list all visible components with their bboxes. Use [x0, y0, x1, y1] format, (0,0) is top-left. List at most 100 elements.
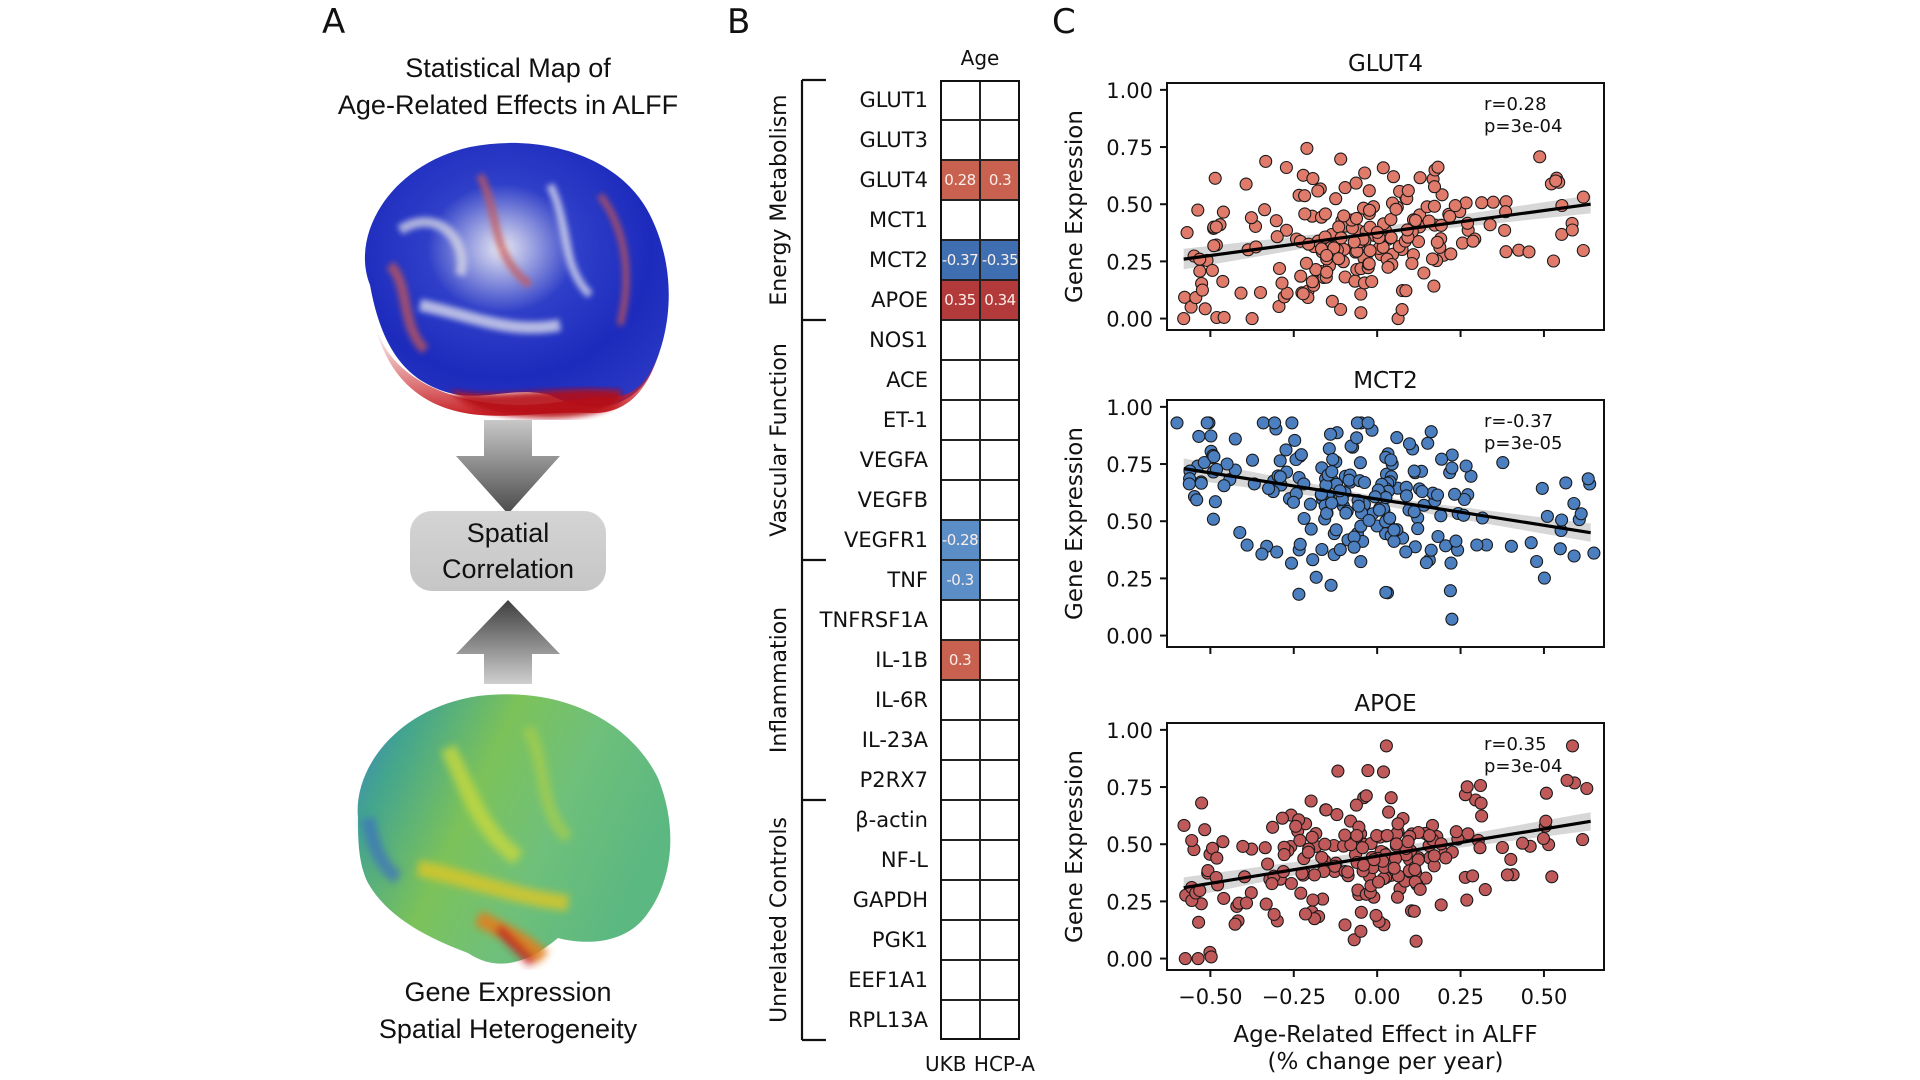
data-point	[1349, 176, 1363, 190]
x-tick-label: 0.25	[1437, 985, 1484, 1009]
heatmap-cell	[940, 360, 980, 400]
spatial-correlation-box: Spatial Correlation	[410, 511, 606, 591]
data-point	[1574, 507, 1588, 521]
group-label: Inflammation	[767, 607, 792, 753]
heatmap-cell	[980, 1000, 1020, 1040]
heatmap-cell	[980, 640, 1020, 680]
statistical-map-brain-image	[364, 142, 669, 419]
data-point	[1304, 522, 1318, 536]
data-point	[1261, 857, 1275, 871]
data-point	[1298, 907, 1313, 921]
data-point	[1300, 141, 1314, 155]
gene-expression-brain-image	[357, 694, 671, 967]
heatmap-cell	[980, 920, 1020, 960]
data-point	[1533, 150, 1547, 164]
data-point	[1284, 556, 1299, 570]
heatmap-cell: -0.37	[940, 240, 980, 280]
data-point	[1495, 840, 1509, 855]
data-point	[1401, 184, 1415, 198]
heatmap-row-label: NF-L	[880, 848, 928, 872]
data-point	[1413, 171, 1427, 185]
data-point	[1427, 849, 1441, 863]
data-point	[1332, 252, 1346, 266]
data-point	[1337, 209, 1351, 223]
data-point	[1255, 547, 1269, 561]
data-point	[1421, 436, 1435, 450]
data-point	[1182, 477, 1196, 491]
data-point	[1354, 287, 1368, 301]
data-point	[1537, 571, 1551, 585]
y-tick-label: 0.25	[1106, 890, 1153, 914]
data-point	[1387, 534, 1401, 548]
heatmap-cell	[940, 720, 980, 760]
data-point	[1270, 545, 1284, 559]
data-point	[1549, 174, 1563, 188]
data-point	[1391, 817, 1405, 831]
data-point	[1395, 303, 1409, 317]
data-point	[1434, 898, 1448, 912]
heatmap-row-label: PGK1	[871, 928, 928, 952]
data-point	[1376, 161, 1390, 175]
panel-a-subtitle-line1: Gene Expression	[404, 977, 612, 1007]
x-axis-label-units: (% change per year)	[1268, 1049, 1504, 1075]
data-point	[1273, 470, 1287, 484]
data-point	[1384, 791, 1398, 805]
heatmap-cell	[980, 680, 1020, 720]
spatial-correlation-line2: Correlation	[441, 554, 575, 584]
heatmap-row-label: ACE	[886, 368, 928, 392]
data-point	[1409, 934, 1423, 948]
column-label-hcpa: HCP-A	[973, 1052, 1035, 1076]
data-point	[1535, 481, 1549, 495]
data-point	[1185, 833, 1199, 848]
heatmap-cell	[940, 920, 980, 960]
panel-a-subtitle: Gene Expression Spatial Heterogeneity	[298, 974, 718, 1048]
data-point	[1399, 284, 1413, 298]
data-point	[1475, 196, 1489, 210]
heatmap-row-label: IL-6R	[874, 688, 928, 712]
heatmap-cell-value: -0.28	[941, 531, 979, 549]
panel-a-title: Statistical Map of Age-Related Effects i…	[298, 50, 718, 124]
y-tick-label: 0.00	[1106, 948, 1153, 972]
group-label: Energy Metabolism	[767, 94, 792, 305]
heatmap-cell	[980, 320, 1020, 360]
data-point	[1289, 819, 1303, 833]
data-point	[1443, 584, 1457, 598]
data-point	[1259, 154, 1273, 168]
data-point	[1303, 497, 1317, 511]
heatmap-row-label: P2RX7	[859, 768, 928, 792]
data-point	[1376, 765, 1391, 779]
data-point	[1349, 798, 1363, 812]
data-point	[1470, 538, 1484, 552]
data-point	[1245, 453, 1260, 467]
data-point	[1286, 495, 1301, 509]
stats-annotation: p=3e-04	[1484, 756, 1562, 777]
data-point	[1258, 203, 1272, 217]
data-point	[1363, 244, 1377, 258]
data-point	[1448, 199, 1462, 213]
data-point	[1204, 950, 1218, 964]
heatmap-grid: 0.28 0.3 -0.37 -0.35 0.35 0.34 -0.28 -0.3 0.3	[940, 80, 1020, 1040]
heatmap-cell	[980, 520, 1020, 560]
data-point	[1390, 890, 1405, 904]
data-point	[1207, 239, 1221, 253]
data-point	[1272, 261, 1287, 276]
data-point	[1309, 570, 1323, 584]
heatmap-cell-value: 0.35	[944, 291, 976, 309]
heatmap-cell	[980, 400, 1020, 440]
data-point	[1352, 499, 1366, 513]
data-point	[1435, 452, 1449, 466]
heatmap-row-label: GLUT3	[859, 128, 929, 152]
data-point	[1178, 952, 1192, 966]
data-point	[1200, 416, 1214, 430]
heatmap-cell: -0.3	[940, 560, 980, 600]
data-point	[1430, 488, 1445, 502]
data-point	[1474, 796, 1488, 810]
data-point	[1365, 274, 1379, 289]
data-point	[1524, 536, 1538, 550]
data-point	[1460, 893, 1474, 907]
heatmap-cell	[940, 600, 980, 640]
panel-a-subtitle-line2: Spatial Heterogeneity	[378, 1014, 638, 1044]
data-point	[1320, 506, 1334, 520]
heatmap-cell	[980, 600, 1020, 640]
data-point	[1580, 781, 1594, 796]
